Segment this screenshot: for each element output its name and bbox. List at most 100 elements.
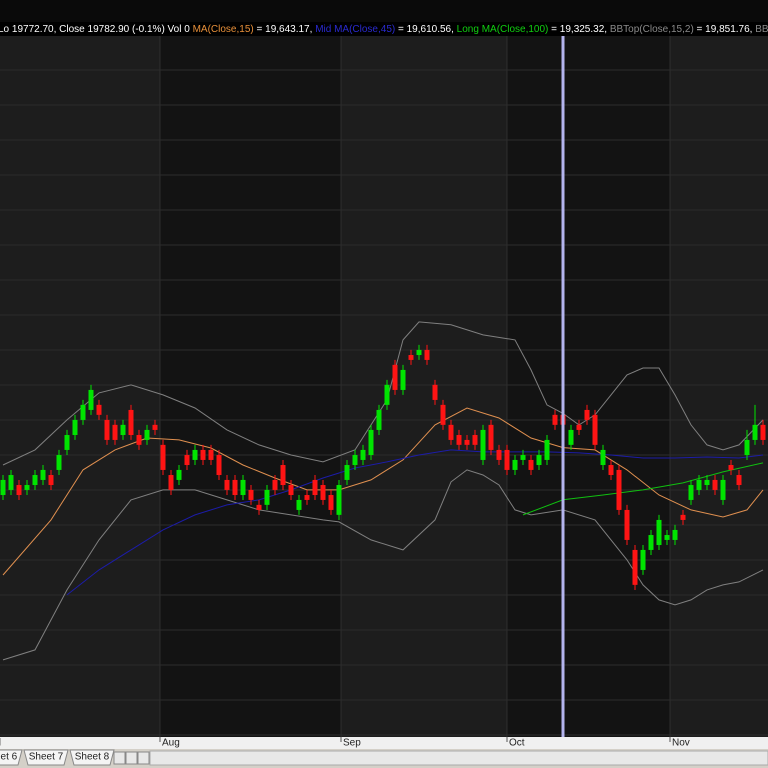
candle-body	[528, 459, 534, 470]
x-tick-label: Oct	[509, 738, 525, 749]
candle-body	[728, 465, 734, 470]
candle-body	[584, 409, 590, 420]
candle-body	[496, 449, 502, 460]
x-tick-label: Jul	[0, 738, 1, 749]
indicator-line	[2, 321, 764, 466]
candle-body	[360, 449, 366, 460]
candle-body	[720, 479, 726, 500]
candle-body	[600, 449, 606, 466]
month-band	[0, 22, 160, 737]
candle-body	[392, 364, 398, 390]
candle-body	[336, 485, 342, 515]
top-strip	[0, 0, 768, 22]
header-segment: = 19,851.76,	[694, 24, 755, 35]
candle-body	[440, 404, 446, 425]
candle-body	[48, 475, 54, 486]
candle-body	[480, 429, 486, 460]
candle-body	[160, 444, 166, 470]
candle-body	[8, 475, 14, 490]
candle-body	[616, 469, 622, 510]
header-segment: BBTop(Close,15,2)	[610, 24, 694, 35]
candle-body	[752, 424, 758, 440]
candle-body	[472, 435, 478, 445]
candle-body	[152, 424, 158, 430]
candle-body	[408, 355, 414, 360]
header-strip	[0, 22, 768, 36]
x-tick-label: Aug	[162, 738, 180, 749]
candle-body	[168, 475, 174, 490]
tab-button[interactable]	[113, 751, 126, 765]
candle-body	[552, 414, 558, 425]
candle-body	[16, 485, 22, 496]
indicator-line	[66, 449, 764, 596]
candle-body	[456, 435, 462, 445]
month-band	[670, 22, 768, 737]
candle-body	[304, 495, 310, 500]
candle-body	[72, 419, 78, 436]
candle-body	[104, 419, 110, 440]
candle-body	[464, 439, 470, 445]
candle-body	[232, 479, 238, 496]
candle-body	[424, 349, 430, 360]
candle-body	[632, 549, 638, 585]
candle-body	[352, 455, 358, 466]
candle-body	[80, 404, 86, 420]
sheet-tab[interactable]	[69, 749, 115, 766]
candle-body	[312, 479, 318, 496]
candle-body	[640, 549, 646, 570]
month-band	[341, 22, 507, 737]
candle-body	[680, 514, 686, 520]
candle-body	[144, 429, 150, 440]
candle-body	[208, 449, 214, 460]
scrollbar[interactable]	[149, 750, 768, 766]
sheet-tab[interactable]	[0, 749, 23, 766]
candle-body	[536, 455, 542, 466]
sheet-tab[interactable]	[23, 749, 69, 766]
candle-body	[344, 465, 350, 480]
candle-body	[328, 495, 334, 510]
candle-body	[576, 424, 582, 430]
candle-body	[264, 489, 270, 505]
candle-body	[368, 429, 374, 456]
header-readout: Lo 19772.70, Close 19782.90 (-0.1%) Vol …	[0, 24, 768, 35]
candle-body	[376, 409, 382, 430]
candle-body	[176, 469, 182, 480]
candle-body	[520, 455, 526, 460]
x-tick-label: Sep	[343, 738, 361, 749]
tab-button[interactable]	[125, 751, 138, 765]
candle-body	[216, 455, 222, 476]
sheet-tab-label: Sheet 6	[0, 752, 18, 763]
candle-body	[120, 424, 126, 436]
header-segment: BBBo	[755, 24, 768, 35]
sheet-tab-label: Sheet 8	[75, 752, 110, 763]
candle-body	[200, 449, 206, 460]
candle-body	[296, 499, 302, 510]
candle-body	[672, 529, 678, 540]
header-segment: = 19,325.32,	[548, 24, 609, 35]
candle-body	[624, 509, 630, 540]
candle-body	[416, 349, 422, 356]
month-band	[507, 22, 670, 737]
candle-body	[504, 449, 510, 470]
candle-body	[256, 504, 262, 510]
header-segment: Lo 19772.70, Close 19782.90 (-0.1%) Vol …	[0, 24, 193, 35]
candle-body	[544, 439, 550, 460]
header-segment: = 19,610.56,	[395, 24, 456, 35]
candle-body	[656, 519, 662, 546]
candle-body	[664, 535, 670, 540]
candle-body	[488, 424, 494, 450]
candle-body	[56, 455, 62, 470]
candle-body	[224, 479, 230, 490]
candle-body	[128, 409, 134, 436]
date-axis	[0, 737, 768, 749]
tab-button[interactable]	[137, 751, 150, 765]
candle-body	[240, 479, 246, 496]
candle-body	[192, 449, 198, 460]
candle-body	[248, 489, 254, 500]
candle-body	[136, 435, 142, 445]
header-segment: = 19,643.17,	[254, 24, 315, 35]
candle-body	[704, 479, 710, 486]
candle-body	[280, 465, 286, 486]
